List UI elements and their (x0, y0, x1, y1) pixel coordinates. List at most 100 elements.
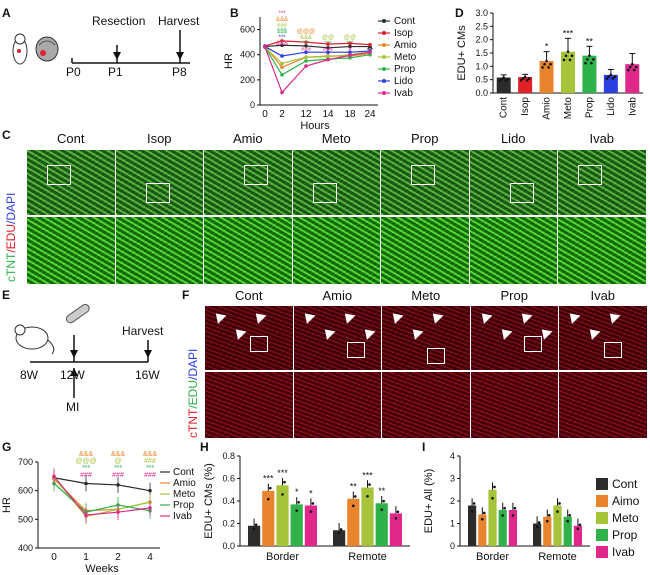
b-legend-label: Prop (394, 64, 416, 75)
d-dot (500, 77, 504, 81)
b-legend-label: Cont (394, 16, 415, 27)
legend-label: Aimo (612, 494, 640, 508)
b-legend-label: Isop (394, 28, 413, 39)
f-micrograph-zoom (559, 372, 647, 438)
f-roi-box (250, 336, 268, 352)
panel-e-schematic (14, 303, 152, 398)
g-xtick-label: 4 (147, 552, 153, 563)
legend-label: Prop (612, 528, 638, 542)
d-dot (506, 77, 510, 81)
d-xtick-label: Amio (542, 97, 553, 120)
c-header-amio: Amio (232, 131, 263, 146)
d-dot (570, 54, 574, 58)
c-header-ivab: Ivab (589, 131, 615, 146)
chart-d: 0.0 0.5 1.0 1.5 2.0 2.5 3.0 EDU+ CMs Cont Isop * Am… (456, 8, 643, 120)
panel-c-ylabel: cTNT/EDU/DAPI (4, 152, 26, 282)
c-micrograph-overview (115, 150, 203, 215)
d-dot (523, 75, 527, 79)
b-point (280, 65, 284, 70)
g-ytick-label: 400 (18, 543, 33, 553)
b-legend-label: Amio (394, 40, 417, 51)
legend-swatch (596, 478, 608, 490)
arrowhead-icon (605, 309, 621, 324)
h-bar (304, 505, 317, 546)
b-xtick-label: 2 (279, 109, 285, 120)
panel-letter-i: I (422, 440, 426, 454)
b-point (368, 42, 372, 47)
ylabel-edu: /EDU (4, 224, 18, 253)
b-point (348, 44, 352, 49)
d-dot (586, 58, 589, 61)
b-xtick-label: 14 (322, 109, 334, 120)
b-annotation: ### (323, 47, 334, 53)
c-micrograph-overview (469, 150, 557, 215)
d-dot (605, 77, 609, 80)
i-bar (498, 510, 507, 546)
f-ylabel-edu: /EDU (186, 380, 200, 409)
b-legend-marker (382, 79, 386, 83)
e-harvest-label: Harvest (122, 324, 164, 338)
d-dot (521, 77, 525, 80)
d-dot (607, 75, 611, 78)
d-dot (562, 58, 566, 62)
c-roi-box (411, 165, 435, 185)
g-series-line-ivab (53, 475, 151, 516)
b-point (368, 50, 372, 54)
i-bar (533, 523, 542, 546)
f-micrograph-overview (559, 306, 647, 370)
i-dot (537, 521, 541, 524)
d-dot (547, 66, 550, 69)
b-xlabel: Hours (300, 120, 330, 130)
legend-label: Ivab (612, 545, 635, 559)
h-dot (254, 523, 258, 527)
panel-letter-e: E (2, 288, 11, 302)
g-xtick-label: 1 (83, 552, 89, 563)
i-dot (501, 514, 504, 517)
b-point (348, 50, 352, 54)
arrowhead-icon (320, 325, 335, 340)
h-bar (333, 530, 346, 546)
h-bar (276, 485, 289, 546)
h-dot (394, 516, 398, 520)
b-legend-marker (382, 67, 386, 71)
b-point (348, 56, 352, 60)
f-header-amio: Amio (322, 288, 353, 303)
h-dot (269, 486, 272, 490)
f-micrograph-zoom (382, 372, 470, 438)
d-dot (541, 66, 544, 69)
b-point (326, 50, 330, 54)
b-point (263, 45, 267, 49)
legend-swatch (596, 495, 608, 507)
arrowhead-icon (497, 325, 512, 340)
chart-i: 0 1 2 3 4 EDU+ All (%) Border Remote (423, 451, 590, 563)
g-legend-label: Meto (173, 489, 196, 500)
h-bar (361, 487, 374, 546)
arrowhead-icon (388, 309, 404, 324)
legend-swatch (596, 529, 608, 541)
c-micrograph-zoom (27, 217, 115, 284)
d-sig: ** (586, 36, 594, 46)
g-ytick-label: 500 (18, 514, 33, 524)
legend-label: Meto (612, 511, 639, 525)
c-micrograph-overview (292, 150, 380, 215)
b-annotation: @@ (322, 35, 334, 41)
i-dot (491, 496, 494, 500)
mouse-pup-icon (12, 33, 28, 65)
h-ytick-label: 0.2 (222, 519, 235, 529)
g-legend-label: Cont (173, 467, 194, 478)
hi-legend: Cont Aimo Meto Prop Ivab (596, 477, 650, 568)
b-point (280, 43, 284, 48)
b-annotation: *** (324, 41, 332, 47)
d-dot (568, 58, 572, 62)
d-dot (628, 65, 632, 69)
b-legend-marker (382, 43, 386, 47)
d-dot (609, 73, 613, 77)
p8-label: P8 (172, 65, 187, 79)
f-micrograph-zoom (293, 372, 381, 438)
legend-swatch (596, 546, 608, 558)
b-legend-label: Ivab (394, 88, 413, 99)
h-ytick-label: 0.8 (222, 451, 235, 461)
b-legend-label: Lido (394, 76, 413, 87)
panel-letter-h: H (200, 440, 209, 454)
h-dot (267, 497, 270, 501)
